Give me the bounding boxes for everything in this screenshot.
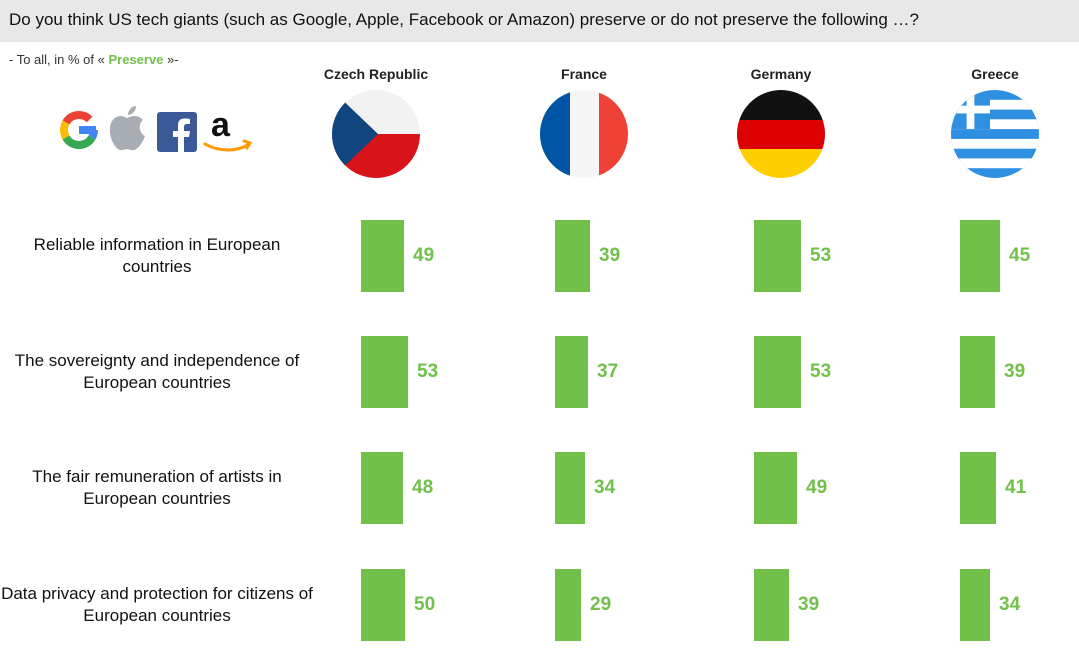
bar-value-label: 53 <box>810 361 832 382</box>
bar <box>754 452 797 524</box>
country-name: Greece <box>971 66 1019 82</box>
bar <box>960 569 990 641</box>
row-label: Reliable information in European countri… <box>33 235 281 276</box>
bar-value-label: 29 <box>590 594 612 615</box>
bar <box>960 452 996 524</box>
bar <box>361 452 403 524</box>
bar-value-label: 48 <box>412 477 434 498</box>
bar <box>361 336 408 408</box>
amazon-logo: a <box>203 106 253 152</box>
bar-value-label: 53 <box>810 245 832 266</box>
tech-logos: a <box>57 100 257 164</box>
bar-value-label: 39 <box>599 245 621 266</box>
bar-value-label: 49 <box>806 477 828 498</box>
bar <box>754 569 789 641</box>
question-header: Do you think US tech giants (such as Goo… <box>0 0 1079 42</box>
bar <box>361 569 405 641</box>
bar-value-label: 50 <box>414 594 436 615</box>
question-text: Do you think US tech giants (such as Goo… <box>9 10 919 29</box>
apple-logo <box>109 106 145 151</box>
country-name: Germany <box>750 66 812 82</box>
bar <box>555 569 581 641</box>
row-label: The sovereignty and independence of Euro… <box>14 351 300 392</box>
svg-text:a: a <box>211 106 231 144</box>
subtitle-suffix: »- <box>163 52 179 67</box>
row-label: Data privacy and protection for citizens… <box>1 584 313 625</box>
bar <box>555 220 590 292</box>
bar <box>361 220 404 292</box>
bar-value-label: 45 <box>1009 245 1031 266</box>
bar <box>555 452 585 524</box>
bar-value-label: 37 <box>597 361 619 382</box>
country-name: France <box>561 66 607 82</box>
germany-flag-icon <box>737 90 825 178</box>
bar <box>754 336 801 408</box>
bar-value-label: 39 <box>798 594 820 615</box>
bar-value-label: 49 <box>413 245 435 266</box>
google-logo <box>60 110 99 149</box>
row-label: The fair remuneration of artists in Euro… <box>32 467 282 508</box>
bar-value-label: 34 <box>999 594 1021 615</box>
country-name: Czech Republic <box>323 66 429 82</box>
greece-flag-icon <box>951 90 1039 178</box>
bar-value-label: 41 <box>1005 477 1027 498</box>
bar <box>960 220 1000 292</box>
subtitle-prefix: - To all, in % of « <box>9 52 109 67</box>
bar-value-label: 34 <box>594 477 616 498</box>
facebook-logo <box>157 112 197 152</box>
subtitle-highlight: Preserve <box>108 52 164 67</box>
bar <box>754 220 801 292</box>
bar <box>555 336 588 408</box>
bar-value-label: 53 <box>417 361 439 382</box>
subtitle: - To all, in % of « Preserve »- <box>9 52 179 67</box>
bar-value-label: 39 <box>1004 361 1026 382</box>
czech-flag-icon <box>332 90 420 178</box>
bar <box>960 336 995 408</box>
france-flag-icon <box>540 90 628 178</box>
